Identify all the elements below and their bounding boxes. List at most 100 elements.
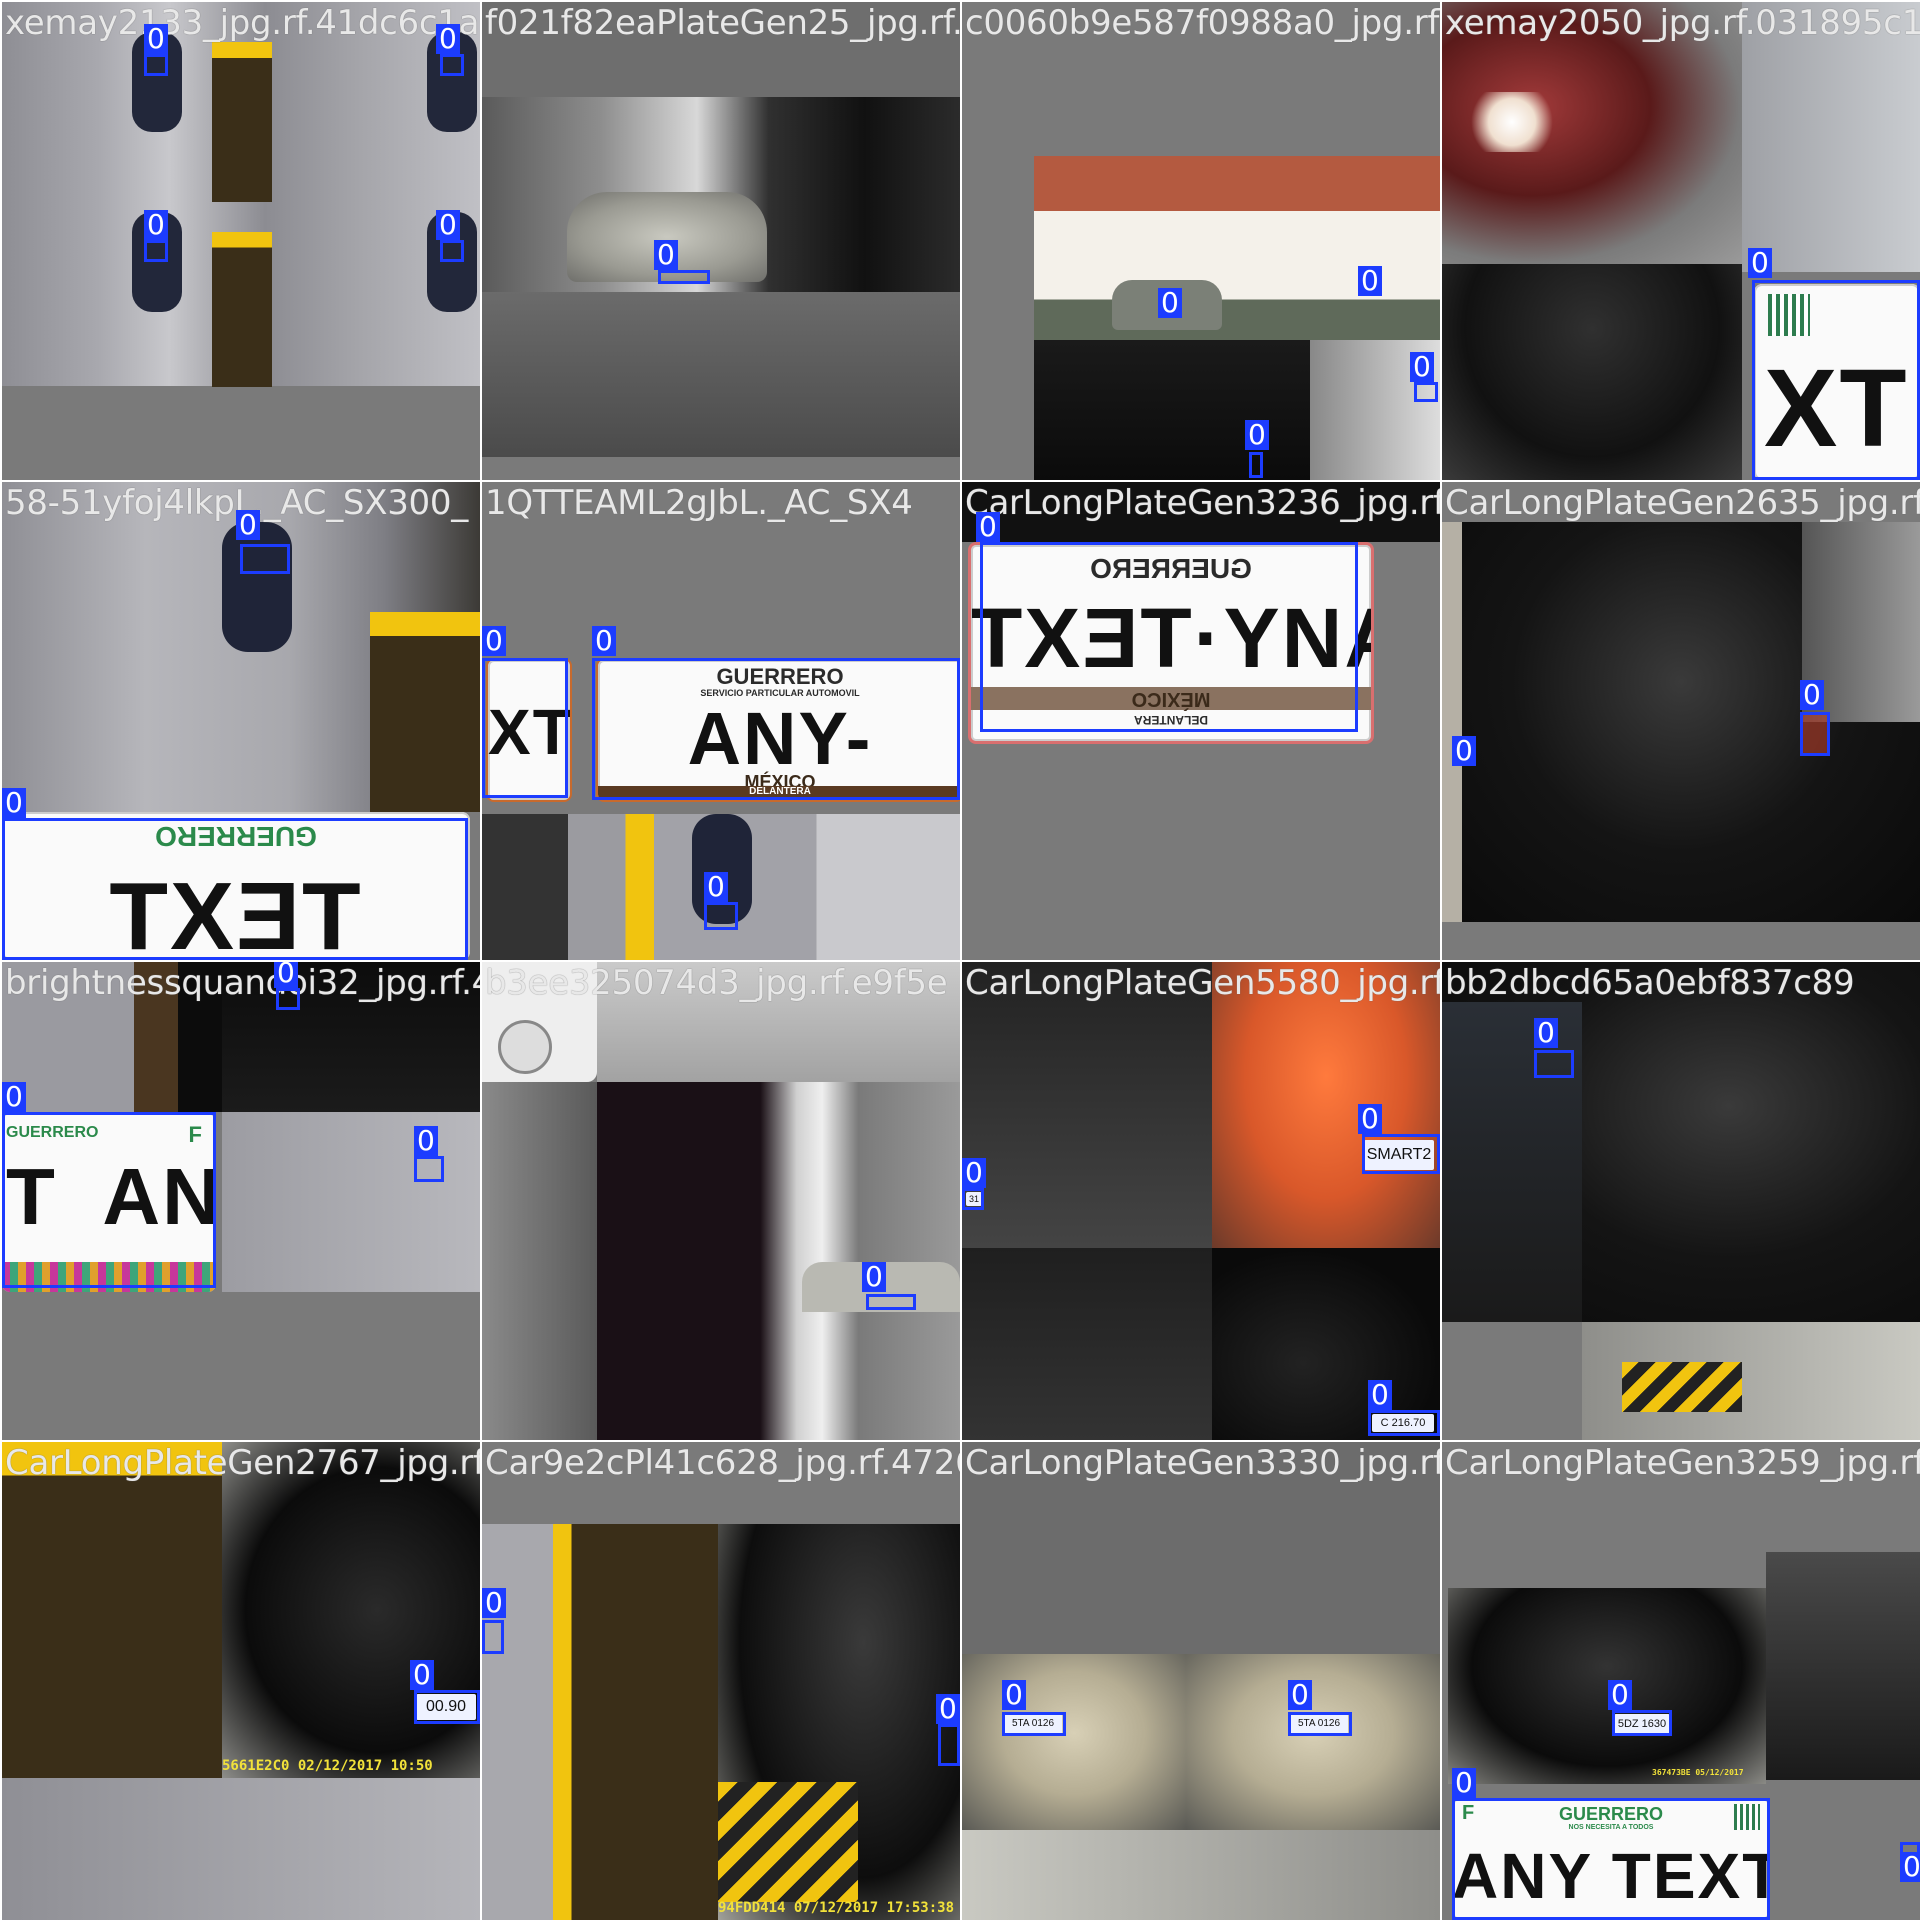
tile-photo xyxy=(222,962,480,1112)
class-label: 0 xyxy=(2,788,26,818)
detection-box xyxy=(1752,280,1920,480)
class-label: 0 xyxy=(410,1660,434,1690)
detection-box xyxy=(938,1724,960,1766)
detection-box xyxy=(962,1188,984,1210)
class-label: 0 xyxy=(1358,266,1382,296)
plate-text: C 216.70 xyxy=(1372,1414,1434,1432)
tile-filename: brightnessquandoi32_jpg.rf.4 xyxy=(5,963,480,1003)
seal-icon xyxy=(498,1020,552,1074)
tile-8: GUERRERO F T ANY brightnessquandoi32_jpg… xyxy=(2,962,480,1440)
plate-subtitle: SERVICIO PARTICULAR AUTOMOVIL xyxy=(700,688,860,698)
class-label: 0 xyxy=(1002,1680,1026,1710)
class-label: 0 xyxy=(1452,736,1476,766)
detection-box xyxy=(592,658,960,800)
tile-4: GUERRERO TXƎT YNA 58-51yfoj4lkpL._AC_SX3… xyxy=(2,482,480,960)
tile-filename: b3ee325074d3_jpg.rf.e9f5e xyxy=(485,963,948,1003)
detection-box xyxy=(1414,382,1438,402)
plate-text: 5TA 0126 xyxy=(1004,1714,1062,1734)
license-plate: XT xyxy=(486,658,572,802)
timestamp-overlay: 94FDD414 07/12/2017 17:53:38 xyxy=(718,1900,955,1916)
tile-photo xyxy=(597,962,960,1082)
tile-filename: CarLongPlateGen2635_jpg.rf xyxy=(1445,483,1920,523)
tile-photo xyxy=(718,1782,858,1902)
tile-photo xyxy=(2,1778,480,1920)
tile-photo xyxy=(1186,1654,1440,1830)
tile-photo xyxy=(962,1442,1440,1654)
tile-9: b3ee325074d3_jpg.rf.e9f5e 0 xyxy=(482,962,960,1440)
class-label: 0 xyxy=(962,1158,986,1188)
plate-text: 00.90 xyxy=(416,1694,476,1720)
class-label: 0 xyxy=(1358,1104,1382,1134)
detection-box xyxy=(658,270,710,284)
tile-photo xyxy=(1442,522,1462,922)
class-label: 0 xyxy=(1288,1680,1312,1710)
plate-slogan: NOS NECESITA A TODOS xyxy=(1568,1824,1654,1831)
tile-filename: CarLongPlateGen3236_jpg.rf.c xyxy=(965,483,1440,523)
plate-state: GUERRERO xyxy=(6,1124,99,1141)
detection-box xyxy=(1362,1134,1440,1174)
class-label: 0 xyxy=(1452,1768,1476,1798)
tile-photo xyxy=(962,1654,1186,1830)
tile-6: GUERRERO TXƎT·YNA MÉXICO DELANTERA CarLo… xyxy=(962,482,1440,960)
timestamp-overlay: 5661E2C0 02/12/2017 10:50 xyxy=(222,1758,433,1774)
timestamp-overlay: 367473BE 05/12/2017 xyxy=(1652,1768,1744,1777)
detection-box xyxy=(1368,1410,1440,1436)
tile-filename: c0060b9e587f0988a0_jpg.rf.55e1f337 xyxy=(965,3,1440,43)
detection-box xyxy=(980,542,1358,732)
plate-text: 5DZ 1630 xyxy=(1614,1714,1670,1734)
tile-2: c0060b9e587f0988a0_jpg.rf.55e1f337 0 0 0… xyxy=(962,2,1440,480)
tile-photo xyxy=(222,522,292,652)
class-label: 0 xyxy=(592,626,616,656)
tile-photo xyxy=(482,1524,718,1920)
detection-box xyxy=(1612,1710,1672,1736)
tile-filename: f021f82eaPlateGen25_jpg.rf.c xyxy=(485,3,960,43)
tile-12: 00.90 5661E2C0 02/12/2017 10:50 CarLongP… xyxy=(2,1442,480,1920)
tile-photo xyxy=(1442,264,1742,480)
tile-photo xyxy=(962,1248,1212,1440)
tile-filename: CarLongPlateGen3259_jpg.rf xyxy=(1445,1443,1920,1483)
tile-3: XT xemay2050_jpg.rf.031895c1 0 xyxy=(1442,2,1920,480)
tile-photo xyxy=(597,1082,960,1440)
qr-code-icon xyxy=(1734,1804,1760,1830)
class-label: 0 xyxy=(436,210,460,240)
tile-5: XT GUERRERO SERVICIO PARTICULAR AUTOMOVI… xyxy=(482,482,960,960)
detection-box xyxy=(482,658,568,798)
tile-photo xyxy=(482,292,960,457)
tile-7: CarLongPlateGen2635_jpg.rf 0 0 xyxy=(1442,482,1920,960)
tile-filename: 1QTTEAML2gJbL._AC_SX4 xyxy=(485,483,913,523)
tile-photo xyxy=(1742,2,1920,272)
detection-box xyxy=(1249,452,1263,478)
tile-photo xyxy=(1034,340,1310,480)
class-label: 0 xyxy=(704,872,728,902)
class-label: 0 xyxy=(1608,1680,1632,1710)
plate-text: XT xyxy=(488,696,572,768)
detection-box xyxy=(276,988,300,1010)
tile-filename: CarLongPlateGen3330_jpg.rf xyxy=(965,1443,1440,1483)
plate-text: ANY TEXT xyxy=(1452,1840,1770,1912)
tile-photo xyxy=(692,814,752,924)
tile-1: f021f82eaPlateGen25_jpg.rf.c 0 xyxy=(482,2,960,480)
class-label: 0 xyxy=(414,1126,438,1156)
detection-box xyxy=(440,240,464,262)
tile-13: 94FDD414 07/12/2017 17:53:38 Car9e2cPl41… xyxy=(482,1442,960,1920)
class-label: 0 xyxy=(274,962,298,988)
class-label: 0 xyxy=(1368,1380,1392,1410)
detection-box xyxy=(866,1294,916,1310)
class-label: 0 xyxy=(482,1588,506,1618)
tile-photo xyxy=(482,1082,597,1440)
tile-photo xyxy=(1766,1552,1920,1780)
plate-text: TXƎT YNA xyxy=(109,863,363,961)
detection-box xyxy=(1452,1798,1770,1920)
license-plate: F GUERRERO NOS NECESITA A TODOS ANY TEXT xyxy=(1452,1798,1770,1920)
class-label: 0 xyxy=(1534,1018,1558,1048)
tile-11: bb2dbcd65a0ebf837c89 0 xyxy=(1442,962,1920,1440)
class-label: 0 xyxy=(482,626,506,656)
detection-box xyxy=(414,1156,444,1182)
tile-photo xyxy=(1034,156,1440,340)
tile-photo xyxy=(1622,1362,1742,1412)
tile-filename: bb2dbcd65a0ebf837c89 xyxy=(1445,963,1855,1003)
class-label: 0 xyxy=(436,24,460,54)
detection-box xyxy=(1800,712,1830,756)
license-plate: GUERRERO SERVICIO PARTICULAR AUTOMOVIL A… xyxy=(596,658,960,802)
detection-box xyxy=(240,544,290,574)
